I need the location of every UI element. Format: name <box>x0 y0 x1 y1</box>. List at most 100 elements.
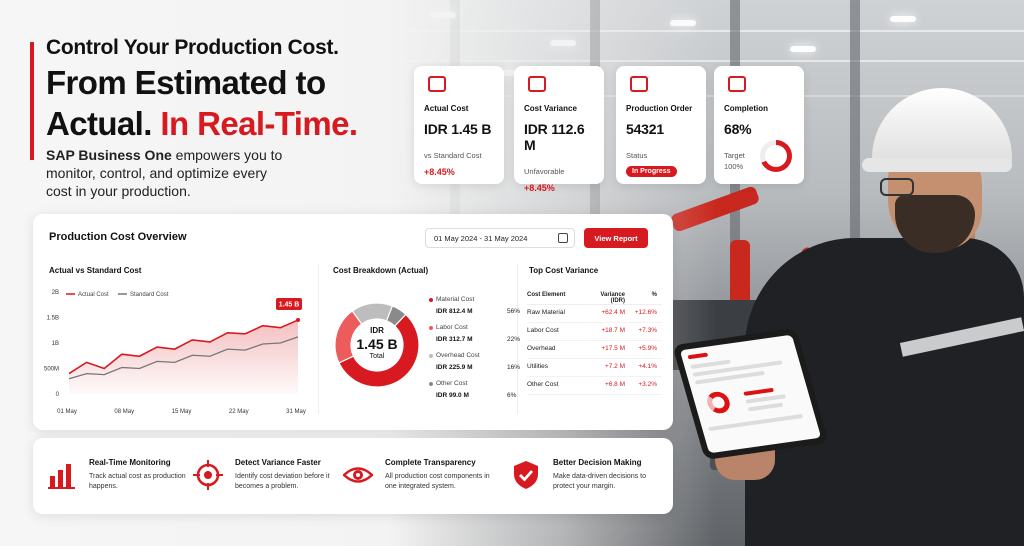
production-cost-overview-panel: Production Cost Overview 01 May 2024 - 3… <box>33 214 673 430</box>
table-row[interactable]: Overhead +17.5 M +5.9% <box>527 341 662 359</box>
divider <box>318 264 319 414</box>
row-element: Other Cost <box>527 381 559 388</box>
legend-name: Material Cost <box>436 296 475 303</box>
legend-amount: IDR 99.0 M <box>436 392 469 399</box>
legend-name: Overhead Cost <box>436 352 480 359</box>
description-text: empowers you to monitor, control, and op… <box>46 147 283 199</box>
row-percent: +5.9% <box>638 345 657 352</box>
breakdown-legend-item: Labor Cost IDR 312.7 M 22% <box>429 324 520 352</box>
kpi-card-completion[interactable]: Completion 68% Target 100% <box>714 66 804 184</box>
feature-title: Detect Variance Faster <box>235 458 321 467</box>
completion-progress-ring <box>760 140 792 172</box>
y-tick-label: 500M <box>44 367 59 373</box>
kpi-value: IDR 1.45 B <box>424 121 492 137</box>
table-row[interactable]: Other Cost +6.8 M +3.2% <box>527 377 662 395</box>
legend-name: Other Cost <box>436 380 468 387</box>
y-tick-label: 1B <box>52 341 59 347</box>
accent-bar <box>30 42 34 160</box>
order-icon <box>630 76 648 92</box>
callout-point <box>296 318 300 323</box>
headline-line-3: Actual. In Real-Time. <box>46 105 358 142</box>
divider <box>517 264 518 414</box>
donut-center: IDR 1.45 B Total <box>332 326 422 360</box>
table-row[interactable]: Utilities +7.2 M +4.1% <box>527 359 662 377</box>
x-tick-label: 22 May <box>229 409 249 415</box>
breakdown-legend: Material Cost IDR 812.4 M 56% Labor Cost IDR… <box>429 296 520 408</box>
status-badge: In Progress <box>626 166 677 177</box>
y-tick-label: 0 <box>56 392 60 398</box>
date-range-picker[interactable]: 01 May 2024 - 31 May 2024 <box>425 228 575 248</box>
brand-name: SAP Business One <box>46 147 172 163</box>
headline-line-3-red: In Real-Time. <box>160 105 358 142</box>
row-variance: +6.8 M <box>604 381 625 388</box>
headline-line-2: From Estimated to <box>46 64 326 101</box>
x-tick-label: 31 May <box>286 409 306 415</box>
y-tick-label: 2B <box>52 290 59 296</box>
kpi-delta: +8.45% <box>424 167 455 177</box>
feature-title: Real-Time Monitoring <box>89 458 171 467</box>
hero-headline: Control Your Production Cost. From Estim… <box>30 36 358 160</box>
panel-title: Production Cost Overview <box>49 231 187 243</box>
breakdown-legend-item: Material Cost IDR 812.4 M 56% <box>429 296 520 324</box>
y-tick-label: 1.5B <box>47 316 59 322</box>
hero-description: SAP Business One empowers you to monitor… <box>46 146 296 200</box>
kpi-card-production-order[interactable]: Production Order 54321 Status In Progres… <box>616 66 706 184</box>
row-variance: +17.5 M <box>601 345 625 352</box>
line-chart-title: Actual vs Standard Cost <box>49 266 142 275</box>
row-percent: +4.1% <box>638 363 657 370</box>
chart-bar-icon <box>528 76 546 92</box>
kpi-target-value: 100% <box>724 162 744 171</box>
table-header: Cost Element Variance (IDR) % <box>527 288 662 305</box>
shield-check-icon <box>514 461 538 489</box>
kpi-sub: vs Standard Cost <box>424 151 482 160</box>
kpi-delta: +8.45% <box>524 183 555 193</box>
legend-label: Actual Cost <box>78 292 109 298</box>
feature-desc: Make data-driven decisions to protect yo… <box>553 473 646 490</box>
row-element: Raw Material <box>527 309 565 316</box>
feature-desc: All production cost components in one in… <box>385 473 490 490</box>
kpi-label: Cost Variance <box>524 104 577 113</box>
actual-cost-area <box>69 320 298 394</box>
bar-chart-icon <box>48 464 75 489</box>
clipboard-icon <box>728 76 746 92</box>
variance-table: Cost Element Variance (IDR) % Raw Materi… <box>527 288 662 395</box>
kpi-label: Completion <box>724 104 768 113</box>
standard-cost-line <box>68 336 299 380</box>
calendar-icon <box>558 233 568 243</box>
feature-title: Better Decision Making <box>553 458 642 467</box>
breakdown-title: Cost Breakdown (Actual) <box>333 266 429 275</box>
row-percent: +7.3% <box>638 327 657 334</box>
x-tick-label: 01 May <box>57 409 77 415</box>
view-report-button[interactable]: View Report <box>584 228 648 248</box>
row-variance: +62.4 M <box>601 309 625 316</box>
table-row[interactable]: Labor Cost +18.7 M +7.3% <box>527 323 662 341</box>
legend-percent: 16% <box>507 364 521 371</box>
breakdown-legend-item: Overhead Cost IDR 225.9 M 16% <box>429 352 520 380</box>
row-element: Utilities <box>527 363 548 370</box>
kpi-card-cost-variance[interactable]: Cost Variance IDR 112.6 M Unfavorable +8… <box>514 66 604 193</box>
callout-box <box>276 298 302 311</box>
chart-canvas: 0 500M 1B 1.5B 2B 01 May 08 May 15 May 22 May 31 … <box>44 290 420 415</box>
table-row[interactable]: Raw Material +62.4 M +12.6% <box>527 305 662 323</box>
legend-percent: 22% <box>507 336 521 343</box>
donut-center-value: 1.45 B <box>356 336 398 352</box>
legend-dot <box>429 382 433 386</box>
legend-dot <box>429 298 433 302</box>
row-variance: +7.2 M <box>604 363 625 370</box>
legend-amount: IDR 312.7 M <box>436 336 473 343</box>
actual-cost-line <box>68 319 299 375</box>
date-range-value: 01 May 2024 - 31 May 2024 <box>434 234 528 243</box>
kpi-sub: Target <box>724 151 745 160</box>
callout-label: 1.45 B <box>279 302 300 309</box>
kpi-card-actual-cost[interactable]: Actual Cost IDR 1.45 B vs Standard Cost … <box>414 66 504 184</box>
target-icon <box>193 460 223 490</box>
legend-amount: IDR 812.4 M <box>436 308 473 315</box>
legend-dot <box>429 354 433 358</box>
row-element: Overhead <box>527 345 556 352</box>
header-cost-element: Cost Element <box>527 292 566 298</box>
breakdown-legend-item: Other Cost IDR 99.0 M 6% <box>429 380 516 408</box>
row-percent: +3.2% <box>638 381 657 388</box>
donut-slice <box>338 313 420 388</box>
row-percent: +12.6% <box>634 309 657 316</box>
kpi-label: Actual Cost <box>424 104 469 113</box>
